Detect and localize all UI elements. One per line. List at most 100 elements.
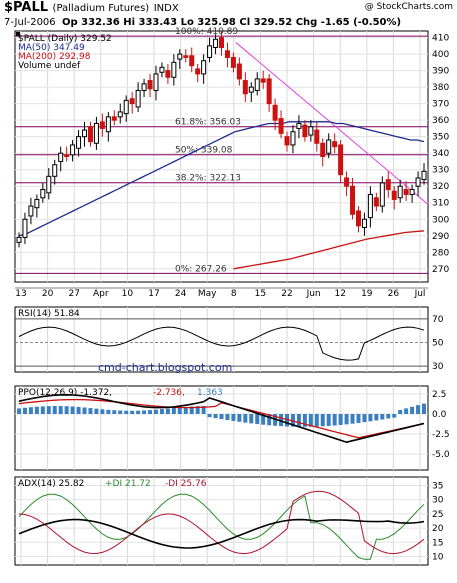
ppo-hist-bar <box>356 414 361 423</box>
ppo-hist-bar <box>148 410 153 414</box>
candle-body <box>403 189 409 195</box>
ppo-hist-bar <box>380 414 385 420</box>
ppo-hist-bar <box>76 406 81 414</box>
ppo-hist-bar <box>82 407 87 414</box>
x-tick-label: 10 <box>122 289 134 299</box>
candle-body <box>99 121 105 129</box>
ppo-hist-bar <box>392 414 397 418</box>
candle-body <box>153 73 159 91</box>
price-legend-item: MA(50) 347.49 <box>18 43 85 53</box>
ppo-hist-bar <box>136 410 141 414</box>
ppo-hist-bar <box>195 406 200 414</box>
price-legend-item: $PALL (Daily) 329.52 <box>18 34 112 44</box>
ppo-y-tick: -5.0 <box>432 450 450 460</box>
candle-body <box>415 177 421 187</box>
price-y-tick: 270 <box>432 265 449 275</box>
candle-body <box>290 131 296 146</box>
price-y-tick: 370 <box>432 100 449 110</box>
candle-body <box>344 177 350 187</box>
candle-body <box>373 197 379 207</box>
watermark-text: cmd-chart.blogspot.com <box>98 361 232 374</box>
ppo-hist-bar <box>249 414 254 424</box>
candle-body <box>278 118 284 134</box>
ppo-hist-bar <box>22 407 27 414</box>
candle-body <box>111 116 117 121</box>
ppo-hist-bar <box>112 410 117 414</box>
candle-body <box>135 89 141 108</box>
ma50-line <box>18 121 425 237</box>
ppo-hist-bar <box>231 414 236 421</box>
x-tick-label: 12 <box>334 289 345 299</box>
quote-values: Op 332.36 Hi 333.43 Lo 325.98 Cl 329.52 … <box>62 17 402 28</box>
candle-body <box>230 56 236 68</box>
ppo-legend-main: PPO(12,26,9) -1.372, <box>18 388 112 398</box>
candle-body <box>314 129 320 144</box>
candle-body <box>296 122 302 129</box>
candle-body <box>87 126 93 143</box>
candle-body <box>338 144 344 176</box>
ppo-hist-bar <box>314 414 319 427</box>
candle-body <box>141 83 147 91</box>
rsi-panel-frame <box>14 306 429 373</box>
ppo-line <box>18 393 425 444</box>
ppo-hist-bar <box>64 406 69 414</box>
candle-body <box>201 60 207 75</box>
ppo-hist-bar <box>183 406 188 414</box>
pdi-legend: +DI 21.72 <box>105 479 151 489</box>
x-tick-label: 26 <box>388 289 400 299</box>
ppo-hist-bar <box>142 410 147 414</box>
ppo-hist-bar <box>308 414 313 427</box>
candle-body <box>46 175 52 194</box>
candle-body <box>367 193 373 219</box>
candle-body <box>16 236 22 243</box>
rsi-y-tick: 70 <box>432 315 444 325</box>
ppo-y-tick: 0.0 <box>432 410 447 420</box>
candle-body <box>189 55 195 67</box>
price-legend-item: Volume undef <box>18 61 81 71</box>
price-y-tick: 390 <box>432 67 449 77</box>
ppo-hist-bar <box>261 414 266 425</box>
candle-body <box>224 50 230 58</box>
price-y-tick: 280 <box>432 248 449 258</box>
ppo-hist-bar <box>398 410 403 414</box>
ppo-hist-bar <box>17 408 21 414</box>
candle-body <box>272 104 278 121</box>
chart-title: $PALL (Palladium Futures) INDX <box>4 0 179 15</box>
ppo-hist-bar <box>130 410 135 414</box>
candle-body <box>129 98 135 105</box>
candle-body <box>332 141 338 148</box>
adx-y-tick: 30 <box>432 496 444 506</box>
trendline <box>235 42 429 205</box>
ppo-hist-bar <box>362 414 367 423</box>
candle-body <box>64 154 70 157</box>
ppo-hist-bar <box>34 406 39 414</box>
ppo-hist-bar <box>46 406 51 414</box>
ppo-hist-bar <box>422 403 426 414</box>
ppo-hist-bar <box>106 409 111 414</box>
ppo-hist-bar <box>100 409 105 414</box>
price-y-tick: 400 <box>432 50 449 60</box>
credit-label: @ StockCharts.com <box>364 2 453 12</box>
candle-body <box>326 139 332 154</box>
adx-y-tick: 15 <box>432 538 443 548</box>
adx-line <box>18 518 425 549</box>
ppo-hist-bar <box>386 414 391 419</box>
candle-body <box>236 63 242 80</box>
ppo-legend-hist: 1.363 <box>197 388 223 398</box>
pdi-line <box>18 493 425 560</box>
x-tick-label: 27 <box>68 289 79 299</box>
candle-body <box>159 66 165 73</box>
ppo-hist-bar <box>326 414 331 426</box>
adx-y-tick: 10 <box>432 552 444 562</box>
ppo-signal-line <box>18 398 425 439</box>
ppo-hist-bar <box>285 414 290 427</box>
x-tick-label: 20 <box>42 289 54 299</box>
mdi-legend: -DI 25.76 <box>165 479 207 489</box>
ppo-hist-bar <box>279 414 284 427</box>
ppo-hist-bar <box>404 408 409 414</box>
candle-body <box>82 129 88 138</box>
ppo-hist-bar <box>219 414 224 420</box>
ppo-hist-bar <box>410 406 415 414</box>
x-tick-label: 19 <box>361 289 373 299</box>
